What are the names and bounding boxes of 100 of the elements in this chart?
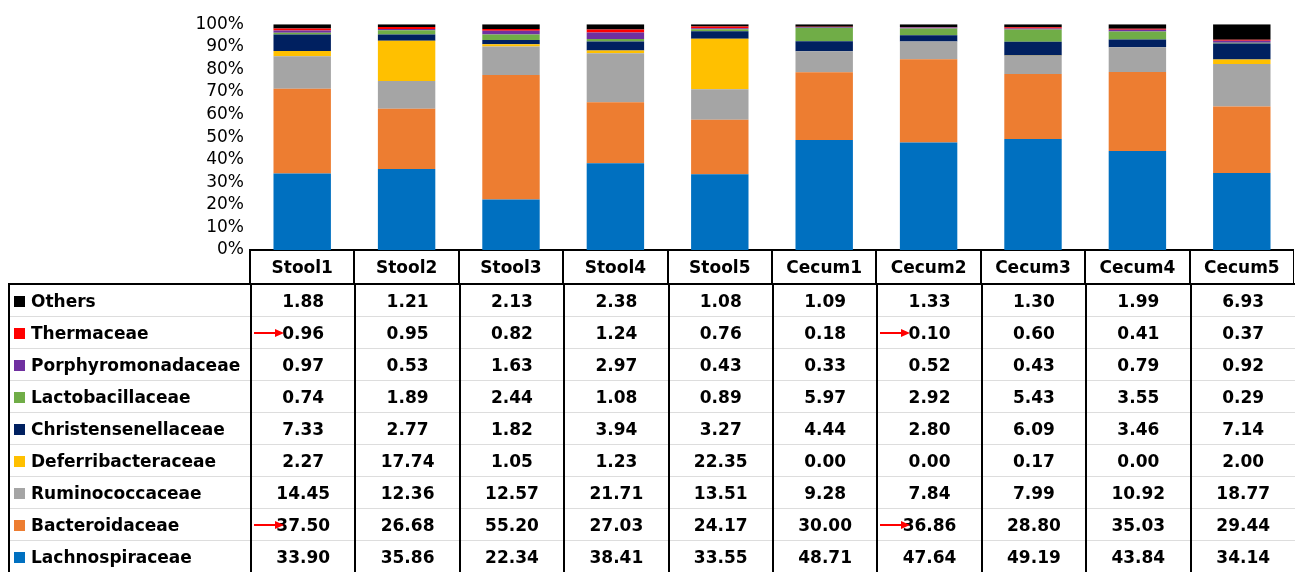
x-tick-label: Stool2 (375, 256, 438, 277)
data-label: 1.89 (355, 380, 460, 413)
data-label: 0.79 (1086, 348, 1191, 381)
data-label: 7.99 (981, 476, 1087, 509)
data-label: 5.43 (981, 380, 1087, 413)
data-label: 2.44 (459, 380, 565, 413)
data-label: 1.21 (355, 284, 460, 317)
x-tick-label: Cecum4 (1099, 256, 1176, 277)
data-label: 12.36 (355, 476, 460, 509)
x-tick-label: Stool3 (480, 256, 542, 277)
data-label: 1.99 (1086, 284, 1191, 317)
data-label: 7.84 (877, 476, 982, 509)
data-label: 13.51 (668, 476, 773, 509)
data-label: 2.00 (1190, 444, 1295, 477)
data-label: 49.19 (981, 540, 1087, 572)
legend-label: Bacteroidaceae (31, 514, 180, 535)
data-label: 14.45 (251, 476, 356, 509)
legend-label: Lactobacillaceae (31, 386, 191, 407)
data-label: 1.05 (459, 444, 565, 477)
data-label: 29.44 (1190, 508, 1295, 541)
data-label: 0.96 (251, 316, 356, 349)
y-tick-label: 90% (206, 35, 244, 56)
data-label: 0.76 (668, 316, 773, 349)
data-label: 35.03 (1086, 508, 1191, 541)
data-label: 2.27 (251, 444, 356, 477)
data-label: 28.80 (981, 508, 1087, 541)
data-label: 0.17 (981, 444, 1087, 477)
data-label: 0.74 (251, 380, 356, 413)
y-tick-label: 80% (206, 57, 244, 78)
data-label: 0.10 (877, 316, 982, 349)
data-label: 0.89 (668, 380, 773, 413)
data-label: 22.34 (459, 540, 565, 572)
data-label: 0.82 (459, 316, 565, 349)
data-label: 0.41 (1086, 316, 1191, 349)
data-label: 0.29 (1190, 380, 1295, 413)
data-label: 26.68 (355, 508, 460, 541)
data-label: 0.43 (668, 348, 773, 381)
data-label: 1.33 (877, 284, 982, 317)
data-label: 36.86 (877, 508, 982, 541)
data-label: 3.27 (668, 412, 773, 445)
data-label: 38.41 (564, 540, 669, 572)
data-label: 37.50 (251, 508, 356, 541)
x-tick-label: Stool5 (689, 256, 751, 277)
data-label: 0.00 (877, 444, 982, 477)
data-label: 34.14 (1190, 540, 1295, 572)
data-label: 22.35 (668, 444, 773, 477)
data-label: 0.92 (1190, 348, 1295, 381)
data-label: 2.77 (355, 412, 460, 445)
legend-label: Others (31, 290, 96, 311)
x-tick-label: Cecum1 (786, 256, 863, 277)
data-label: 0.53 (355, 348, 460, 381)
data-label: 1.09 (772, 284, 878, 317)
x-tick-label: Cecum2 (890, 256, 967, 277)
data-label: 48.71 (772, 540, 878, 572)
y-tick-label: 100% (195, 12, 244, 33)
data-label: 33.55 (668, 540, 773, 572)
data-label: 7.33 (251, 412, 356, 445)
data-label: 35.86 (355, 540, 460, 572)
data-label: 33.90 (251, 540, 356, 572)
y-tick-label: 70% (206, 80, 244, 101)
data-label: 2.80 (877, 412, 982, 445)
data-label: 1.08 (564, 380, 669, 413)
data-label: 9.28 (772, 476, 878, 509)
y-tick-label: 30% (206, 170, 244, 191)
y-tick-label: 20% (206, 193, 244, 214)
data-label: 1.63 (459, 348, 565, 381)
data-label: 1.88 (251, 284, 356, 317)
data-label: 1.82 (459, 412, 565, 445)
legend-label: Lachnospiraceae (31, 546, 192, 567)
y-tick-label: 60% (206, 102, 244, 123)
x-tick-label: Cecum3 (995, 256, 1071, 277)
data-label: 1.23 (564, 444, 669, 477)
data-label: 0.95 (355, 316, 460, 349)
data-label: 2.97 (564, 348, 669, 381)
data-label: 3.46 (1086, 412, 1191, 445)
data-label: 0.00 (772, 444, 878, 477)
legend-label: Thermaceae (31, 322, 149, 343)
data-label: 1.30 (981, 284, 1087, 317)
data-label: 17.74 (355, 444, 460, 477)
data-label: 30.00 (772, 508, 878, 541)
data-label: 2.92 (877, 380, 982, 413)
y-tick-label: 0% (217, 238, 244, 259)
legend-label: Christensenellaceae (31, 418, 225, 439)
data-label: 43.84 (1086, 540, 1191, 572)
data-label: 0.60 (981, 316, 1087, 349)
y-tick-label: 40% (206, 148, 244, 169)
data-label: 24.17 (668, 508, 773, 541)
data-label: 6.93 (1190, 284, 1295, 317)
data-label: 2.38 (564, 284, 669, 317)
legend-label: Deferribacteraceae (31, 450, 216, 471)
data-label: 1.24 (564, 316, 669, 349)
legend-label: Porphyromonadaceae (31, 354, 241, 375)
data-label: 5.97 (772, 380, 878, 413)
data-label: 1.08 (668, 284, 773, 317)
data-label: 21.71 (564, 476, 669, 509)
x-tick-label: Cecum5 (1203, 256, 1280, 277)
data-label: 7.14 (1190, 412, 1295, 445)
data-label: 10.92 (1086, 476, 1191, 509)
x-tick-label: Stool1 (271, 256, 333, 277)
data-label: 0.37 (1190, 316, 1295, 349)
